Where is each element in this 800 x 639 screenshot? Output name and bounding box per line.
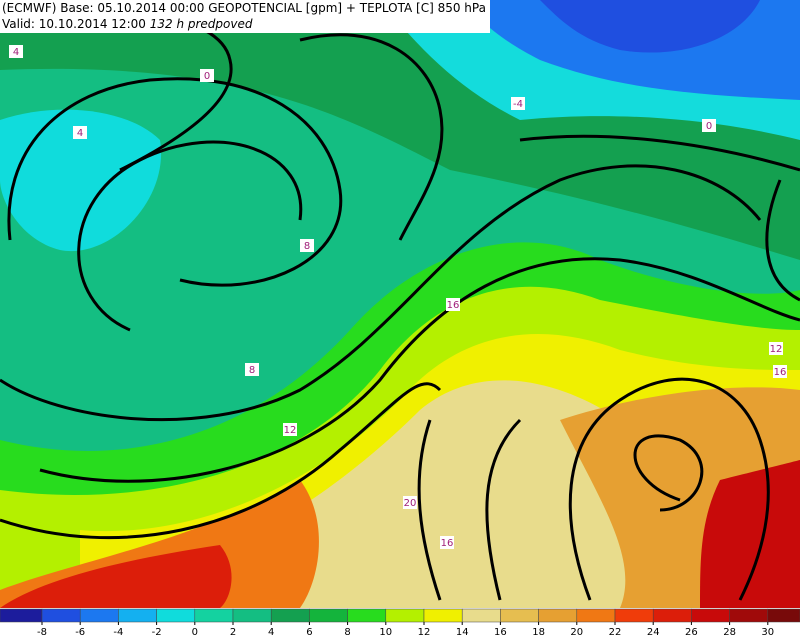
colorbar-swatch — [79, 608, 119, 623]
colorbar-swatch — [156, 608, 196, 623]
colorbar-label: -4 — [113, 627, 123, 638]
label-box — [769, 342, 783, 355]
colorbar-label: 4 — [268, 627, 274, 638]
colorbar-label: 28 — [723, 627, 736, 638]
colorbar-swatch — [461, 608, 501, 623]
label-box — [773, 365, 787, 378]
colorbar-swatch — [118, 608, 157, 623]
colorbar-label: 16 — [494, 627, 507, 638]
colorbar-label: 12 — [418, 627, 431, 638]
colorbar-swatch — [385, 608, 425, 623]
streamline — [633, 434, 704, 512]
streamline — [0, 382, 442, 540]
contour-label: 8 — [304, 241, 310, 252]
streamlines — [0, 11, 800, 601]
colorbar-swatch — [41, 608, 81, 623]
colorbar-label: -6 — [75, 627, 85, 638]
streamline — [39, 257, 800, 483]
contour-label: 16 — [441, 538, 454, 549]
lead-time: 132 h predpoved — [149, 17, 253, 31]
temp-zone — [540, 0, 760, 53]
colorbar-swatch — [347, 608, 387, 623]
header: (ECMWF) Base: 05.10.2014 00:00 GEOPOTENC… — [0, 0, 490, 33]
header-valid: Valid: 10.10.2014 12:00 132 h predpoved — [2, 16, 486, 32]
label-box — [300, 239, 314, 252]
colorbar-label: 2 — [230, 627, 236, 638]
header-title: (ECMWF) Base: 05.10.2014 00:00 GEOPOTENC… — [2, 1, 486, 15]
label-box — [9, 45, 23, 58]
contour-label: -4 — [513, 99, 523, 110]
contour-label: 4 — [77, 128, 83, 139]
colorbar-label: 26 — [685, 627, 698, 638]
label-box — [702, 119, 716, 132]
colorbar-swatch — [576, 608, 616, 623]
temp-zone — [700, 460, 800, 608]
streamline — [568, 377, 770, 601]
contour-label: 16 — [774, 367, 787, 378]
colorbar-swatch — [500, 608, 539, 623]
label-box — [245, 363, 259, 376]
contour-label: 0 — [706, 121, 712, 132]
colorbar-swatch — [309, 608, 348, 623]
colorbar-label: 8 — [344, 627, 350, 638]
label-box — [73, 126, 87, 139]
streamline — [417, 419, 442, 601]
colorbar-label: 24 — [647, 627, 660, 638]
label-box — [403, 496, 417, 509]
colorbar-swatch — [232, 608, 272, 623]
label-box — [440, 536, 454, 549]
temp-zone — [0, 109, 162, 252]
label-box — [283, 423, 297, 436]
colorbar-swatch — [614, 608, 654, 623]
colorbar-label: 22 — [609, 627, 622, 638]
streamline — [519, 134, 800, 172]
colorbar-swatch — [538, 608, 578, 623]
streamline — [485, 418, 522, 601]
streamline — [299, 33, 444, 241]
contour-label: 8 — [249, 365, 255, 376]
colorbar-label: 18 — [532, 627, 545, 638]
temp-zone — [0, 545, 232, 608]
contour-label: 4 — [13, 47, 19, 58]
colorbar-swatch — [270, 608, 310, 623]
colorbar-swatch — [194, 608, 234, 623]
colorbar-label: 14 — [456, 627, 469, 638]
colorbar-swatch — [652, 608, 692, 623]
label-box — [446, 298, 460, 311]
colorbar-label: -2 — [152, 627, 162, 638]
contour-label: 0 — [204, 71, 210, 82]
contour-label: 20 — [404, 498, 417, 509]
colorbar-swatch — [767, 608, 800, 623]
contour-label: 12 — [284, 425, 297, 436]
valid-time: Valid: 10.10.2014 12:00 — [2, 17, 146, 31]
colorbar-label: 6 — [306, 627, 312, 638]
colorbar-swatch — [0, 608, 43, 623]
streamline — [7, 77, 343, 287]
colorbar-swatch — [729, 608, 769, 623]
contour-label: 16 — [447, 300, 460, 311]
colorbar-swatch — [691, 608, 730, 623]
colorbar-label: 30 — [761, 627, 774, 638]
contour-label: 12 — [770, 344, 783, 355]
colorbar-label: 20 — [570, 627, 583, 638]
colorbar-label: 10 — [379, 627, 392, 638]
label-box — [200, 69, 214, 82]
colorbar-label: -8 — [37, 627, 47, 638]
colorbar-label: 0 — [192, 627, 198, 638]
streamline — [765, 179, 800, 302]
label-box — [511, 97, 525, 110]
colorbar-swatch — [423, 608, 463, 623]
streamline — [77, 140, 303, 332]
streamline — [0, 164, 762, 422]
